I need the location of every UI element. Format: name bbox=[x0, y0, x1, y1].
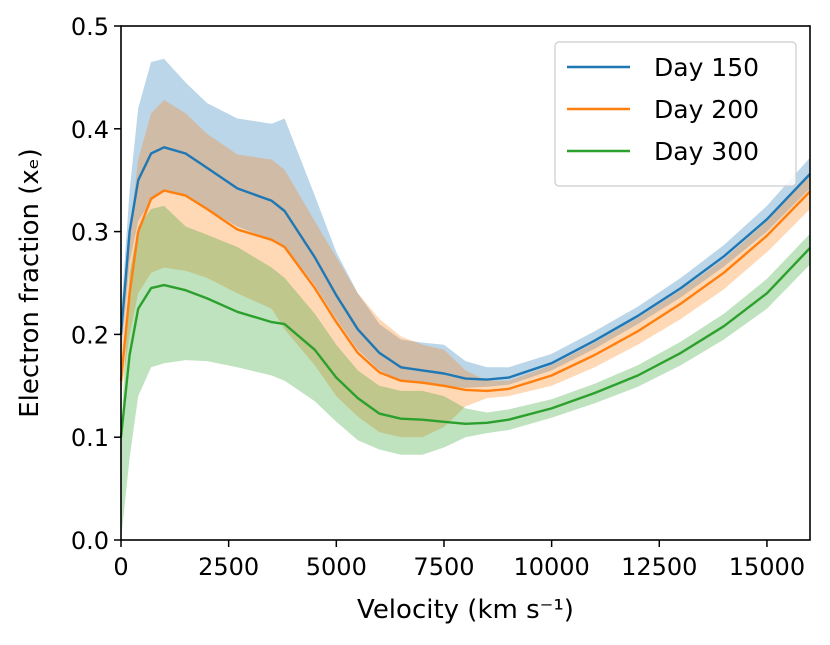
x-tick-label: 10000 bbox=[513, 553, 589, 581]
series-lines bbox=[119, 146, 811, 438]
y-axis-title: Electron fraction (xₑ) bbox=[15, 148, 45, 418]
y-tick-label: 0.5 bbox=[71, 13, 109, 41]
x-tick-label: 0 bbox=[113, 553, 128, 581]
x-tick-label: 12500 bbox=[621, 553, 697, 581]
legend-label: Day 150 bbox=[654, 53, 759, 82]
x-tick-label: 15000 bbox=[729, 553, 805, 581]
x-tick-label: 5000 bbox=[306, 553, 367, 581]
y-tick-label: 0.4 bbox=[71, 116, 109, 144]
line-series-3 bbox=[119, 247, 811, 438]
confidence-bands bbox=[121, 58, 810, 540]
legend-label: Day 200 bbox=[654, 95, 759, 124]
legend: Day 150 Day 200 Day 300 bbox=[554, 41, 797, 187]
y-tick-label: 0.3 bbox=[71, 219, 109, 247]
x-tick-label: 2500 bbox=[198, 553, 259, 581]
x-axis-title: Velocity (km s⁻¹) bbox=[357, 595, 574, 625]
band-series-2 bbox=[121, 100, 810, 438]
y-tick-label: 0.1 bbox=[71, 424, 109, 452]
y-tick-label: 0.0 bbox=[71, 527, 109, 555]
line-series-1 bbox=[119, 146, 811, 381]
legend-label: Day 300 bbox=[654, 137, 759, 166]
y-tick-label: 0.2 bbox=[71, 321, 109, 349]
band-series-3 bbox=[121, 205, 810, 540]
x-tick-label: 7500 bbox=[413, 553, 474, 581]
line-series-2 bbox=[119, 189, 811, 393]
plot-frame bbox=[120, 25, 811, 541]
axis-ticks: 0 2500 5000 7500 10000 12500 15000 0.0 0.1 0.2 0.3… bbox=[71, 13, 805, 581]
band-series-1 bbox=[121, 58, 810, 388]
